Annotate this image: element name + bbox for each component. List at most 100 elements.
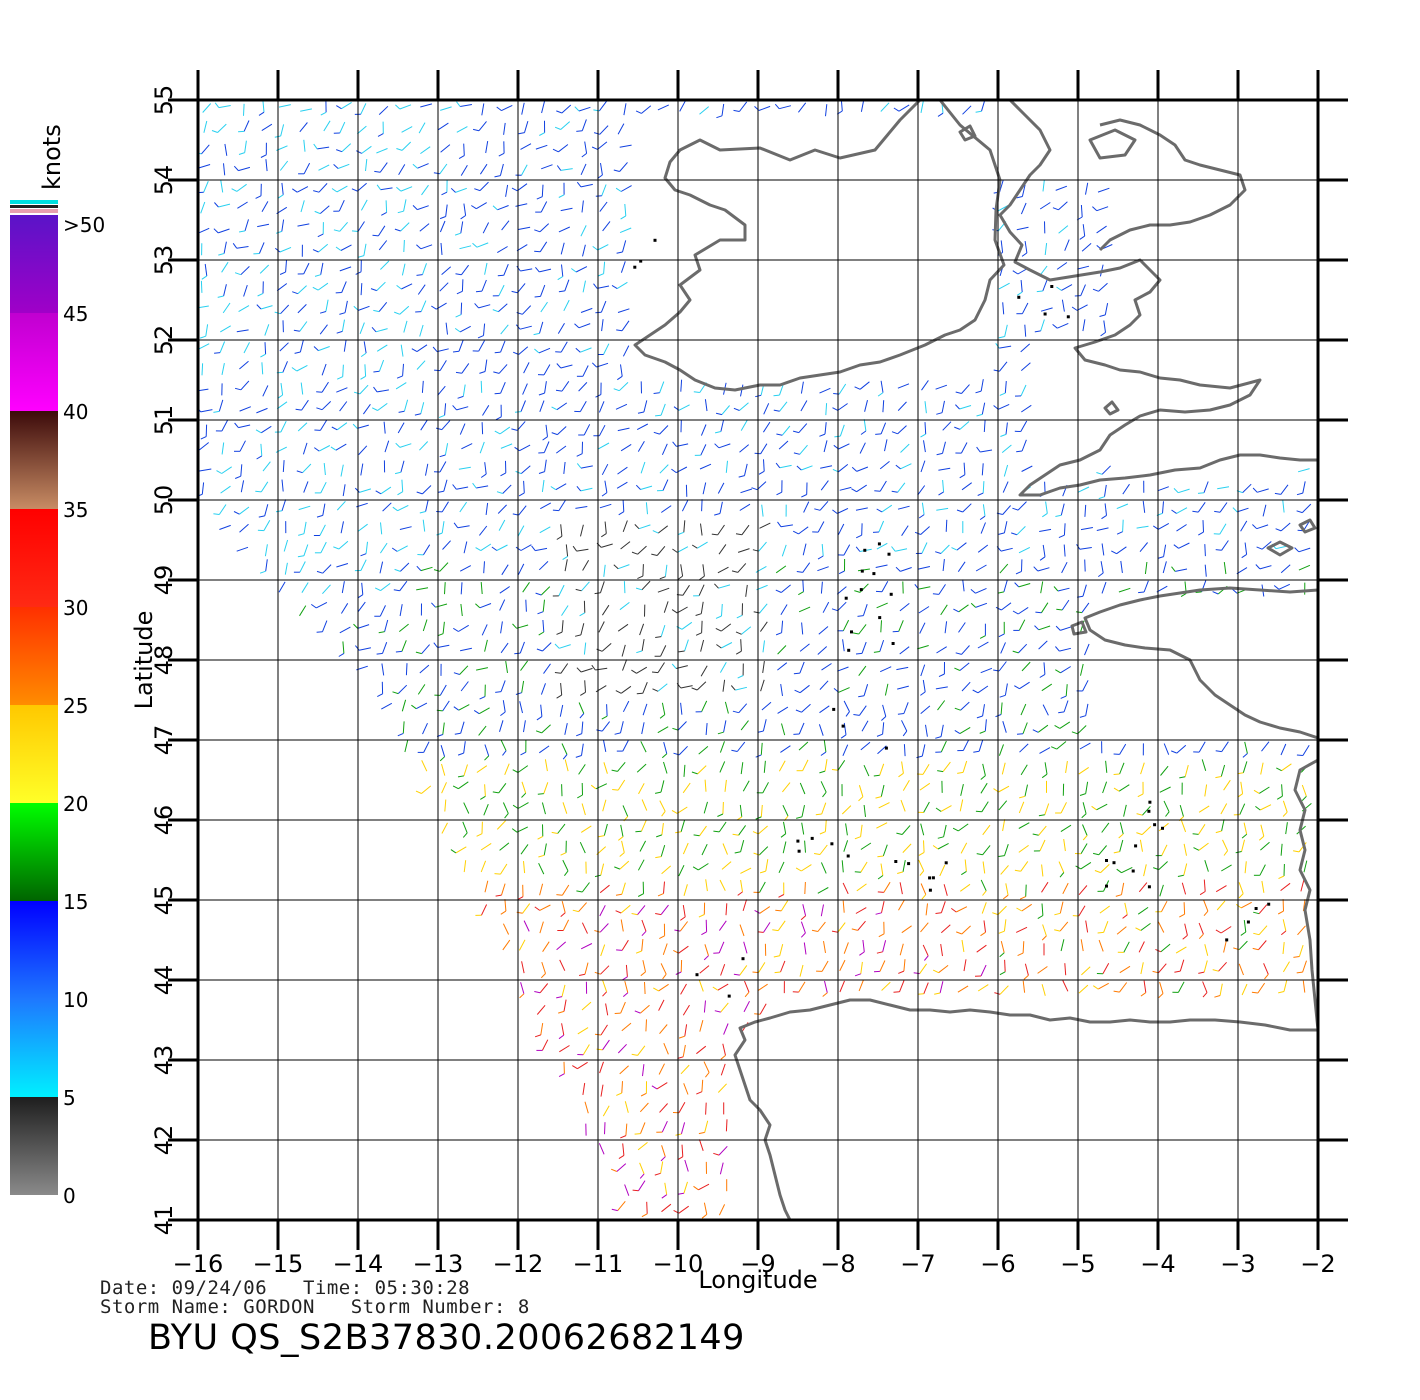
wind-barb: [359, 322, 365, 334]
wind-barb: [400, 222, 410, 232]
wind-barb: [1004, 844, 1009, 856]
wind-barb: [322, 584, 331, 595]
wind-barb: [855, 507, 868, 511]
wind-barb: [422, 263, 427, 275]
wind-barb: [923, 801, 930, 813]
wind-barb-tick: [617, 836, 624, 841]
wind-barb-tick: [1058, 534, 1065, 539]
wind-barb: [1078, 905, 1086, 917]
wind-barb: [336, 185, 348, 193]
wind-barb: [261, 362, 264, 375]
rain-flag-dot: [859, 588, 863, 592]
wind-barb: [1060, 503, 1065, 516]
wind-barb: [1298, 564, 1311, 571]
wind-barb: [300, 382, 304, 395]
wind-barb: [661, 1120, 668, 1133]
wind-barb: [657, 587, 670, 593]
wind-barb: [759, 906, 771, 914]
wind-barb: [717, 1083, 727, 1093]
wind-barb: [900, 567, 912, 572]
wind-barb: [1244, 861, 1247, 874]
wind-barb: [619, 144, 632, 148]
wind-barb: [303, 262, 310, 275]
colorbar-label: 0: [63, 1184, 76, 1208]
wind-barb: [620, 721, 624, 734]
wind-barb: [621, 320, 630, 331]
wind-barb: [463, 802, 470, 814]
wind-barb: [1020, 384, 1027, 397]
wind-barb: [842, 900, 845, 913]
wind-barb-tick: [731, 570, 738, 573]
rain-flag-dot: [891, 642, 895, 645]
wind-barb-tick: [391, 547, 398, 552]
wind-barb: [723, 1023, 729, 1035]
wind-barb-tick: [920, 691, 926, 696]
wind-barb-tick: [1241, 833, 1248, 839]
wind-barb-tick: [845, 711, 850, 717]
wind-barb: [1056, 262, 1068, 270]
wind-barb: [700, 523, 703, 536]
wind-barb-tick: [578, 973, 586, 976]
wind-barb: [540, 201, 548, 213]
wind-barb-tick: [691, 687, 698, 691]
wind-barb-tick: [432, 346, 438, 352]
wind-barb-tick: [730, 685, 736, 691]
wind-barb: [563, 999, 567, 1012]
wind-barb: [860, 741, 871, 751]
wind-barb-tick: [555, 389, 563, 392]
wind-barb: [441, 521, 445, 534]
wind-barb: [975, 602, 988, 608]
wind-barb: [500, 443, 513, 449]
wind-barb-tick: [678, 531, 684, 535]
wind-barb: [580, 487, 593, 492]
wind-barb: [1063, 700, 1069, 713]
wind-barb-tick: [534, 250, 541, 253]
wind-barb: [541, 724, 551, 734]
wind-barb: [497, 246, 508, 254]
wind-barb: [620, 261, 626, 273]
wind-barb: [540, 1023, 544, 1035]
wind-barb: [360, 463, 364, 476]
wind-barb: [481, 422, 484, 435]
wind-barb-tick: [1276, 767, 1282, 772]
wind-barb: [583, 424, 591, 436]
wind-barb: [660, 403, 666, 416]
wind-barb-tick: [562, 754, 568, 760]
wind-barb-tick: [1177, 874, 1184, 877]
wind-barb: [340, 521, 344, 534]
wind-barb-tick: [775, 462, 781, 469]
wind-barb-tick: [851, 488, 857, 493]
wind-barb-tick: [474, 188, 481, 192]
wind-barb: [236, 329, 249, 333]
wind-barb-tick: [441, 191, 448, 196]
wind-barb-tick: [1012, 270, 1019, 275]
wind-barb: [659, 381, 665, 393]
wind-barb-tick: [897, 871, 904, 874]
wind-barb-tick: [717, 731, 724, 735]
wind-barb: [278, 104, 291, 108]
wind-barb: [1176, 744, 1187, 754]
wind-barb: [240, 480, 245, 493]
wind-barb: [719, 741, 725, 753]
wind-barb-tick: [216, 470, 222, 474]
wind-barb-tick: [336, 105, 342, 110]
wind-barb-tick: [1165, 811, 1170, 817]
wind-barb-tick: [1055, 514, 1062, 517]
wind-barb: [420, 402, 425, 414]
wind-barb: [1139, 839, 1143, 852]
wind-barb-tick: [558, 290, 565, 293]
wind-barb: [721, 603, 723, 617]
wind-barb: [881, 580, 889, 592]
wind-barb: [897, 482, 906, 493]
wind-barb-tick: [594, 930, 601, 933]
wind-barb-tick: [534, 991, 541, 994]
wind-barb: [758, 825, 768, 835]
wind-barb: [1184, 764, 1189, 777]
wind-barb: [340, 464, 344, 477]
wind-barb: [1041, 984, 1046, 996]
wind-barb: [579, 400, 587, 412]
wind-barb-tick: [232, 243, 238, 249]
wind-barb: [765, 859, 769, 872]
wind-barb: [581, 882, 590, 893]
